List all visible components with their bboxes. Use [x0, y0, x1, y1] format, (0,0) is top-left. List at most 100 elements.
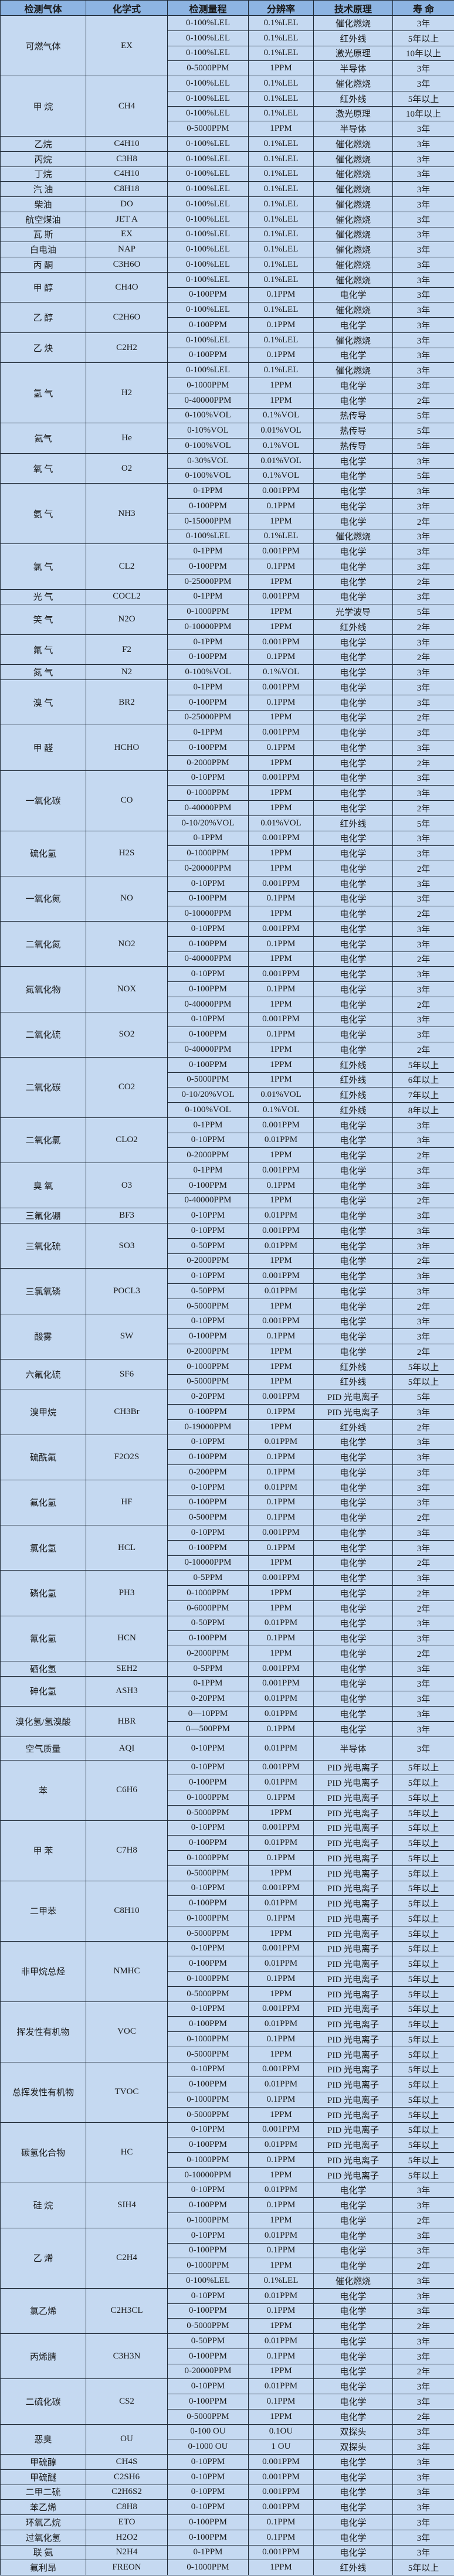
formula-cell: CH4S — [86, 2454, 168, 2470]
resolution-cell: 0.01PPM — [248, 2378, 314, 2394]
header-range: 检测量程 — [167, 0, 249, 16]
lifespan-cell: 2年 — [392, 513, 454, 529]
range-cell: 0-100%VOL — [167, 407, 249, 424]
resolution-cell: 0.01PPM — [248, 1615, 314, 1632]
formula-cell: SF6 — [86, 1358, 168, 1390]
lifespan-cell: 5年以上 — [392, 2122, 454, 2138]
principle-cell: 电化学 — [313, 1117, 393, 1133]
table-row: 0-1000PPM 1PPM 电化学 2年 — [1, 2258, 454, 2273]
lifespan-cell: 2年 — [392, 1192, 454, 1209]
table-row: 0-19000PPM 1PPM 红外线 2年 — [1, 1419, 454, 1435]
principle-cell: 电化学 — [313, 1676, 393, 1692]
lifespan-cell: 3年 — [392, 136, 454, 152]
range-cell: 0-10000PPM — [167, 619, 249, 635]
table-row: 溴化氢/氢溴酸 HBR 0—10PPM 0.01PPM 电化学 3年 — [0, 1706, 454, 1737]
lifespan-cell: 3年 — [392, 15, 454, 31]
formula-cell: HCN — [86, 1615, 168, 1661]
table-row: 0-100%VOL 0.1%VOL 电化学 5年 — [1, 468, 454, 484]
resolution-cell: 1PPM — [248, 1298, 314, 1314]
resolution-cell: 0.01PPM — [248, 1434, 314, 1450]
formula-cell: CLO2 — [86, 1117, 168, 1164]
lifespan-cell: 3年 — [392, 1238, 454, 1254]
table-row: 二甲苯 C8H10 0-10PPM 0.001PPM PID 光电离子 5年以上 — [0, 1880, 454, 1942]
lifespan-cell: 3年 — [392, 2499, 454, 2515]
gas-name-cell: 一氧化氮 — [0, 875, 86, 922]
range-cell: 0-100PPM — [167, 1540, 249, 1556]
principle-cell: 红外线 — [313, 1358, 393, 1375]
gas-name-cell: 氦气 — [0, 423, 86, 454]
range-cell: 0-5PPM — [167, 1660, 249, 1677]
range-cell: 0-10/20%VOL — [167, 1087, 249, 1103]
lifespan-cell: 3年 — [392, 936, 454, 952]
range-cell: 0-100PPM — [167, 559, 249, 575]
lifespan-cell: 5年 — [392, 468, 454, 484]
range-cell: 0-50PPM — [167, 2333, 249, 2349]
range-cell: 0-1PPM — [167, 1163, 249, 1178]
lifespan-cell: 3年 — [392, 151, 454, 167]
range-cell: 0-20PPM — [167, 1691, 249, 1707]
resolution-cell: 1PPM — [248, 2167, 314, 2183]
resolution-cell: 1PPM — [248, 1804, 314, 1821]
lifespan-cell: 3年 — [392, 166, 454, 182]
principle-cell: 催化燃烧 — [313, 271, 393, 288]
range-cell: 0-100PPM — [167, 1835, 249, 1851]
principle-cell: 电化学 — [313, 725, 393, 740]
lifespan-cell: 3年 — [392, 2424, 454, 2440]
principle-cell: 电化学 — [313, 996, 393, 1012]
principle-cell: 电化学 — [313, 649, 393, 665]
gas-name-cell: 苯乙烯 — [0, 2499, 86, 2515]
table-row: 0-100%VOL 0.1%VOL 红外线 8年以上 — [1, 1102, 454, 1118]
resolution-cell: 0.1%VOL — [248, 438, 314, 454]
gas-name-cell: 氯化氢 — [0, 1524, 86, 1571]
principle-cell: PID 光电离子 — [313, 1820, 393, 1836]
table-row: 0-5000PPM 1PPM 红外线 5年以上 — [1, 1374, 454, 1390]
resolution-cell: 0.1%LEL — [248, 271, 314, 288]
lifespan-cell: 3年 — [392, 664, 454, 680]
gas-name-cell: 空气质量 — [0, 1736, 86, 1761]
principle-cell: 催化燃烧 — [313, 528, 393, 545]
resolution-cell: 0.01%VOL — [248, 453, 314, 469]
resolution-cell: 0.001PPM — [248, 679, 314, 695]
gas-name-cell: 氨 气 — [0, 483, 86, 545]
gas-name-cell: 可燃气体 — [0, 15, 86, 76]
gas-name-cell: 二氧化碳 — [0, 1056, 86, 1118]
lifespan-cell: 3年 — [392, 378, 454, 393]
principle-cell: 催化燃烧 — [313, 362, 393, 378]
gas-name-cell: 硒化氢 — [0, 1660, 86, 1677]
table-row: 0-10/20%VOL 0.01%VOL 红外线 5年 — [1, 815, 454, 831]
range-cell: 0-1PPM — [167, 589, 249, 605]
header-lifespan: 寿 命 — [392, 0, 454, 16]
table-row: 0-100PPM 0.1PPM 电化学 3年 — [1, 936, 454, 952]
lifespan-cell: 3年 — [392, 211, 454, 227]
resolution-cell: 0.001PPM — [248, 2122, 314, 2138]
gas-name-cell: 酸雾 — [0, 1313, 86, 1360]
formula-cell: He — [86, 423, 168, 454]
range-cell: 0-10PPM — [167, 1736, 249, 1761]
table-row: 0-100PPM 0.1PPM 电化学 3年 — [1, 2242, 454, 2259]
principle-cell: 红外线 — [313, 1087, 393, 1103]
range-cell: 0-10000PPM — [167, 1555, 249, 1571]
resolution-cell: 0.1%LEL — [248, 302, 314, 318]
lifespan-cell: 3年 — [392, 2514, 454, 2530]
lifespan-cell: 5年以上 — [392, 1056, 454, 1073]
range-cell: 0-100PPM — [167, 2197, 249, 2213]
range-cell: 0-6000PPM — [167, 1600, 249, 1616]
gas-name-cell: 二硫化碳 — [0, 2378, 86, 2425]
resolution-cell: 0.001PPM — [248, 1525, 314, 1541]
table-row: 0-5000PPM 1PPM 电化学 2年 — [1, 2318, 454, 2334]
resolution-cell: 0.1%LEL — [248, 211, 314, 227]
resolution-cell: 0.1%LEL — [248, 76, 314, 91]
principle-cell: 电化学 — [313, 1660, 393, 1677]
lifespan-cell: 5年以上 — [392, 1835, 454, 1851]
formula-cell: CO — [86, 770, 168, 831]
table-row: 0-5000PPM 1PPM 电化学 2年 — [1, 1298, 454, 1314]
lifespan-cell: 3年 — [392, 1117, 454, 1133]
formula-cell: NO2 — [86, 920, 168, 967]
lifespan-cell: 3年 — [392, 498, 454, 514]
formula-cell: HCHO — [86, 725, 168, 771]
table-row: 苯 C6H6 0-10PPM 0.001PPM PID 光电离子 5年以上 — [0, 1759, 454, 1821]
range-cell: 0-100PPM — [167, 1775, 249, 1790]
range-cell: 0-100 OU — [167, 2424, 249, 2440]
range-cell: 0-10000PPM — [167, 906, 249, 922]
principle-cell: 电化学 — [313, 951, 393, 967]
